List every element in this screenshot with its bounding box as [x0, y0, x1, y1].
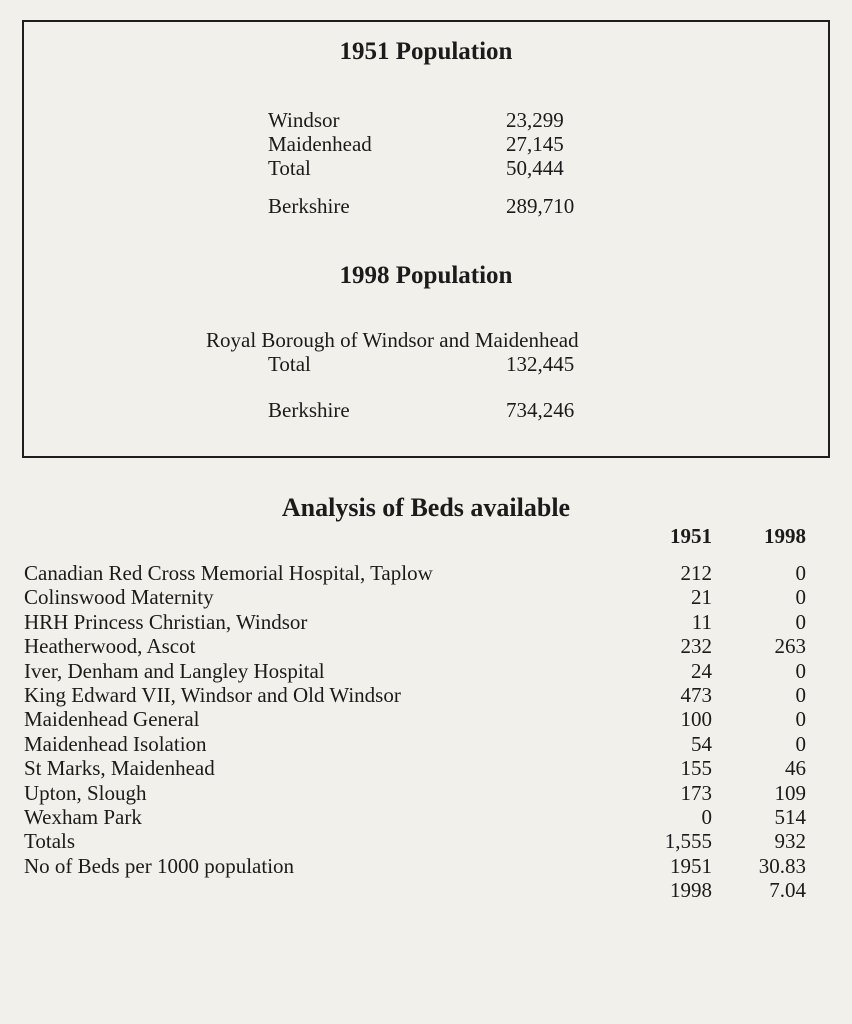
beds-1998: 7.04: [769, 878, 806, 903]
pop1998-label: Berkshire: [268, 398, 350, 422]
beds-1951: 1998: [670, 878, 712, 903]
hospital-name: St Marks, Maidenhead: [24, 756, 215, 781]
pop1998-title: 1998 Population: [339, 262, 513, 289]
beds-table: Canadian Red Cross Memorial Hospital, Ta…: [24, 561, 824, 902]
table-row: 1998 7.04: [24, 878, 824, 902]
column-header-1951: 1951: [670, 524, 712, 548]
beds-1998: 0: [795, 707, 807, 732]
beds-1998: 0: [795, 658, 807, 683]
beds-1951: 11: [691, 609, 712, 634]
table-row: St Marks, Maidenhead 155 46: [24, 756, 824, 780]
table-row: No of Beds per 1000 population 1951 30.83: [24, 854, 824, 878]
beds-1998: 263: [774, 634, 807, 659]
beds-title: Analysis of Beds available: [281, 493, 571, 522]
hospital-name: Canadian Red Cross Memorial Hospital, Ta…: [24, 561, 433, 585]
hospital-name: Colinswood Maternity: [24, 585, 214, 610]
pop1951-title: 1951 Population: [339, 38, 513, 65]
hospital-name: King Edward VII, Windsor and Old Windsor: [24, 682, 401, 707]
pop1951-label: Maidenhead: [268, 132, 372, 156]
pop1951-value: 50,444: [506, 156, 564, 180]
table-row: Totals 1,555 932: [24, 829, 824, 853]
beds-1951: 1951: [670, 853, 712, 878]
pop1998-value: 734,246: [506, 398, 575, 422]
hospital-name: Heatherwood, Ascot: [24, 634, 196, 659]
beds-1998: 109: [774, 780, 807, 805]
beds-1951: 173: [680, 780, 713, 805]
beds-1951: 0: [701, 804, 713, 829]
beds-1998: 0: [795, 561, 807, 585]
beds-1951: 21: [691, 585, 712, 610]
beds-1951: 232: [680, 634, 713, 659]
pop1951-value: 289,710: [506, 194, 575, 218]
beds-1998: 514: [774, 804, 807, 829]
pop1951-value: 23,299: [506, 108, 564, 132]
pop1951-label: Berkshire: [268, 194, 350, 218]
hospital-name: Upton, Slough: [24, 780, 147, 805]
table-row: Upton, Slough 173 109: [24, 781, 824, 805]
beds-1998: 0: [795, 609, 807, 634]
beds-1998: 0: [795, 585, 807, 610]
beds-1951: 212: [680, 561, 713, 585]
table-row: King Edward VII, Windsor and Old Windsor…: [24, 683, 824, 707]
hospital-name: HRH Princess Christian, Windsor: [24, 609, 308, 634]
table-row: HRH Princess Christian, Windsor 11 0: [24, 610, 824, 634]
hospital-name: Totals: [24, 829, 76, 854]
pop1998-borough: Royal Borough of Windsor and Maidenhead: [206, 328, 579, 352]
beds-1951: 473: [680, 682, 713, 707]
beds-1951: 24: [691, 658, 712, 683]
beds-1998: 0: [795, 731, 807, 756]
beds-1951: 1,555: [664, 829, 712, 854]
hospital-name: Wexham Park: [24, 804, 142, 829]
table-row: Maidenhead General 100 0: [24, 707, 824, 731]
pop1951-label: Total: [268, 156, 311, 180]
hospital-name: Iver, Denham and Langley Hospital: [24, 658, 325, 683]
table-row: Wexham Park 0 514: [24, 805, 824, 829]
beds-1951: 155: [680, 756, 713, 781]
beds-1998: 932: [774, 829, 807, 854]
beds-1998: 0: [795, 682, 807, 707]
hospital-name: Maidenhead Isolation: [24, 731, 207, 756]
beds-1951: 54: [691, 731, 712, 756]
beds-1998: 30.83: [758, 853, 806, 878]
table-row: Maidenhead Isolation 54 0: [24, 732, 824, 756]
pop1951-label: Windsor: [268, 108, 340, 132]
pop1998-value: 132,445: [506, 352, 575, 376]
pop1951-value: 27,145: [506, 132, 564, 156]
beds-1998: 46: [785, 756, 806, 781]
hospital-name: No of Beds per 1000 population: [24, 853, 295, 878]
population-box: 1951 Population Windsor 23,299 Maidenhea…: [22, 20, 830, 458]
pop1998-label: Total: [268, 352, 311, 376]
table-row: Canadian Red Cross Memorial Hospital, Ta…: [24, 561, 824, 585]
table-row: Heatherwood, Ascot 232 263: [24, 634, 824, 658]
table-row: Colinswood Maternity 21 0: [24, 585, 824, 609]
table-row: Iver, Denham and Langley Hospital 24 0: [24, 659, 824, 683]
beds-1951: 100: [680, 707, 713, 732]
column-header-1998: 1998: [764, 524, 806, 548]
hospital-name: Maidenhead General: [24, 707, 200, 732]
